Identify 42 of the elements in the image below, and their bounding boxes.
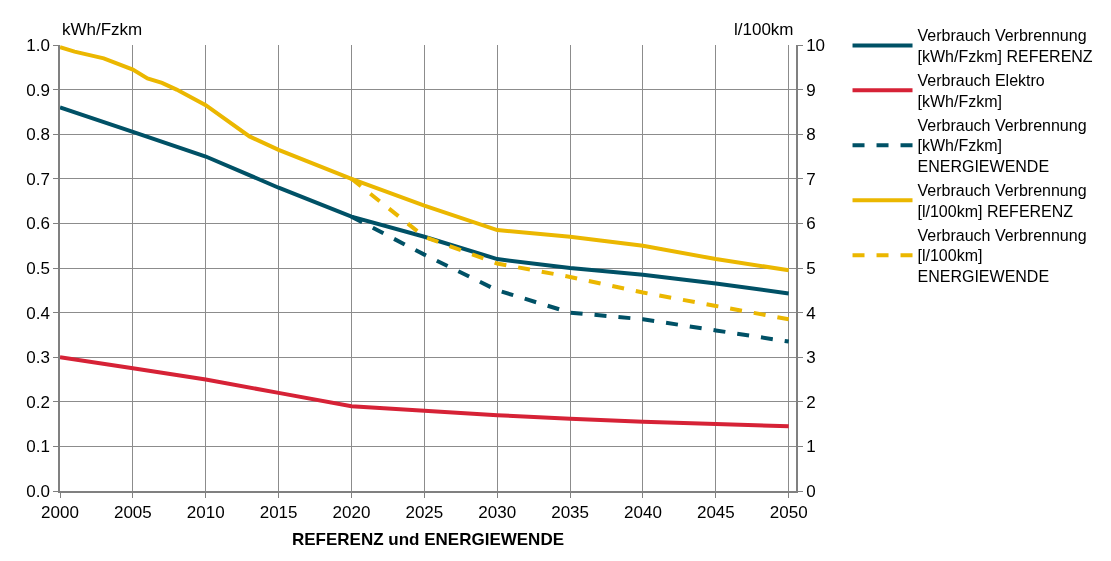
x-tick-label: 2025 [405,503,444,523]
x-tick-label: 2040 [624,503,662,523]
x-tick-label: 2020 [332,503,371,523]
x-tick-label: 2045 [696,503,735,523]
y2-tick-label: 9 [806,80,816,100]
legend-label: Verbrauch Verbrennung [l/100km] REFERENZ [917,181,1087,220]
x-axis-title: REFERENZ und ENERGIEWENDE [291,530,565,550]
y-tick-label: 0.0 [26,481,50,501]
legend-label: Verbrauch Verbrennung [kWh/Fzkm] ENERGIEWENDE [917,116,1087,176]
legend-label: Verbrauch Verbrennung [l/100km] ENERGIEWENDE [917,226,1087,286]
y-tick-label: 0.3 [26,348,50,368]
y2-tick-label: 8 [806,125,816,145]
y-tick-label: 0.5 [26,258,50,278]
y2-tick-label: 4 [806,303,816,323]
y-tick-label: 0.6 [26,214,50,234]
y2-tick-label: 2 [806,392,816,412]
x-tick-label: 2010 [186,503,225,523]
y-tick-label: 0.9 [26,80,50,100]
y2-tick-label: 7 [806,169,816,189]
y-tick-label: 0.2 [26,392,50,412]
x-tick-label: 2015 [259,503,298,523]
x-tick-label: 2030 [478,503,517,523]
y2-tick-label: 3 [806,348,816,368]
legend-label: Verbrauch Verbrennung [kWh/Fzkm] REFERENZ [917,27,1093,66]
y-tick-label: 0.4 [26,303,50,323]
x-tick-label: 2050 [769,503,808,523]
y2-tick-label: 1 [806,437,816,457]
y-tick-label: 0.7 [26,169,50,189]
y-tick-label: 0.1 [26,437,50,457]
y2-tick-label: 5 [806,258,816,278]
y2-axis-title: l/100km [734,20,794,39]
line-series [60,355,791,429]
x-tick-label: 2000 [41,503,79,523]
x-tick-label: 2035 [551,503,590,523]
y2-tick-label: 0 [806,481,816,501]
x-tick-label: 2005 [113,503,152,523]
y-axis-title: kWh/Fzkm [62,20,143,39]
y-tick-label: 1.0 [26,35,50,55]
y2-tick-label: 6 [806,214,816,234]
legend-label: Verbrauch Elektro [kWh/Fzkm] [917,71,1045,110]
y-tick-label: 0.8 [26,125,50,145]
y2-tick-label: 10 [806,35,826,55]
